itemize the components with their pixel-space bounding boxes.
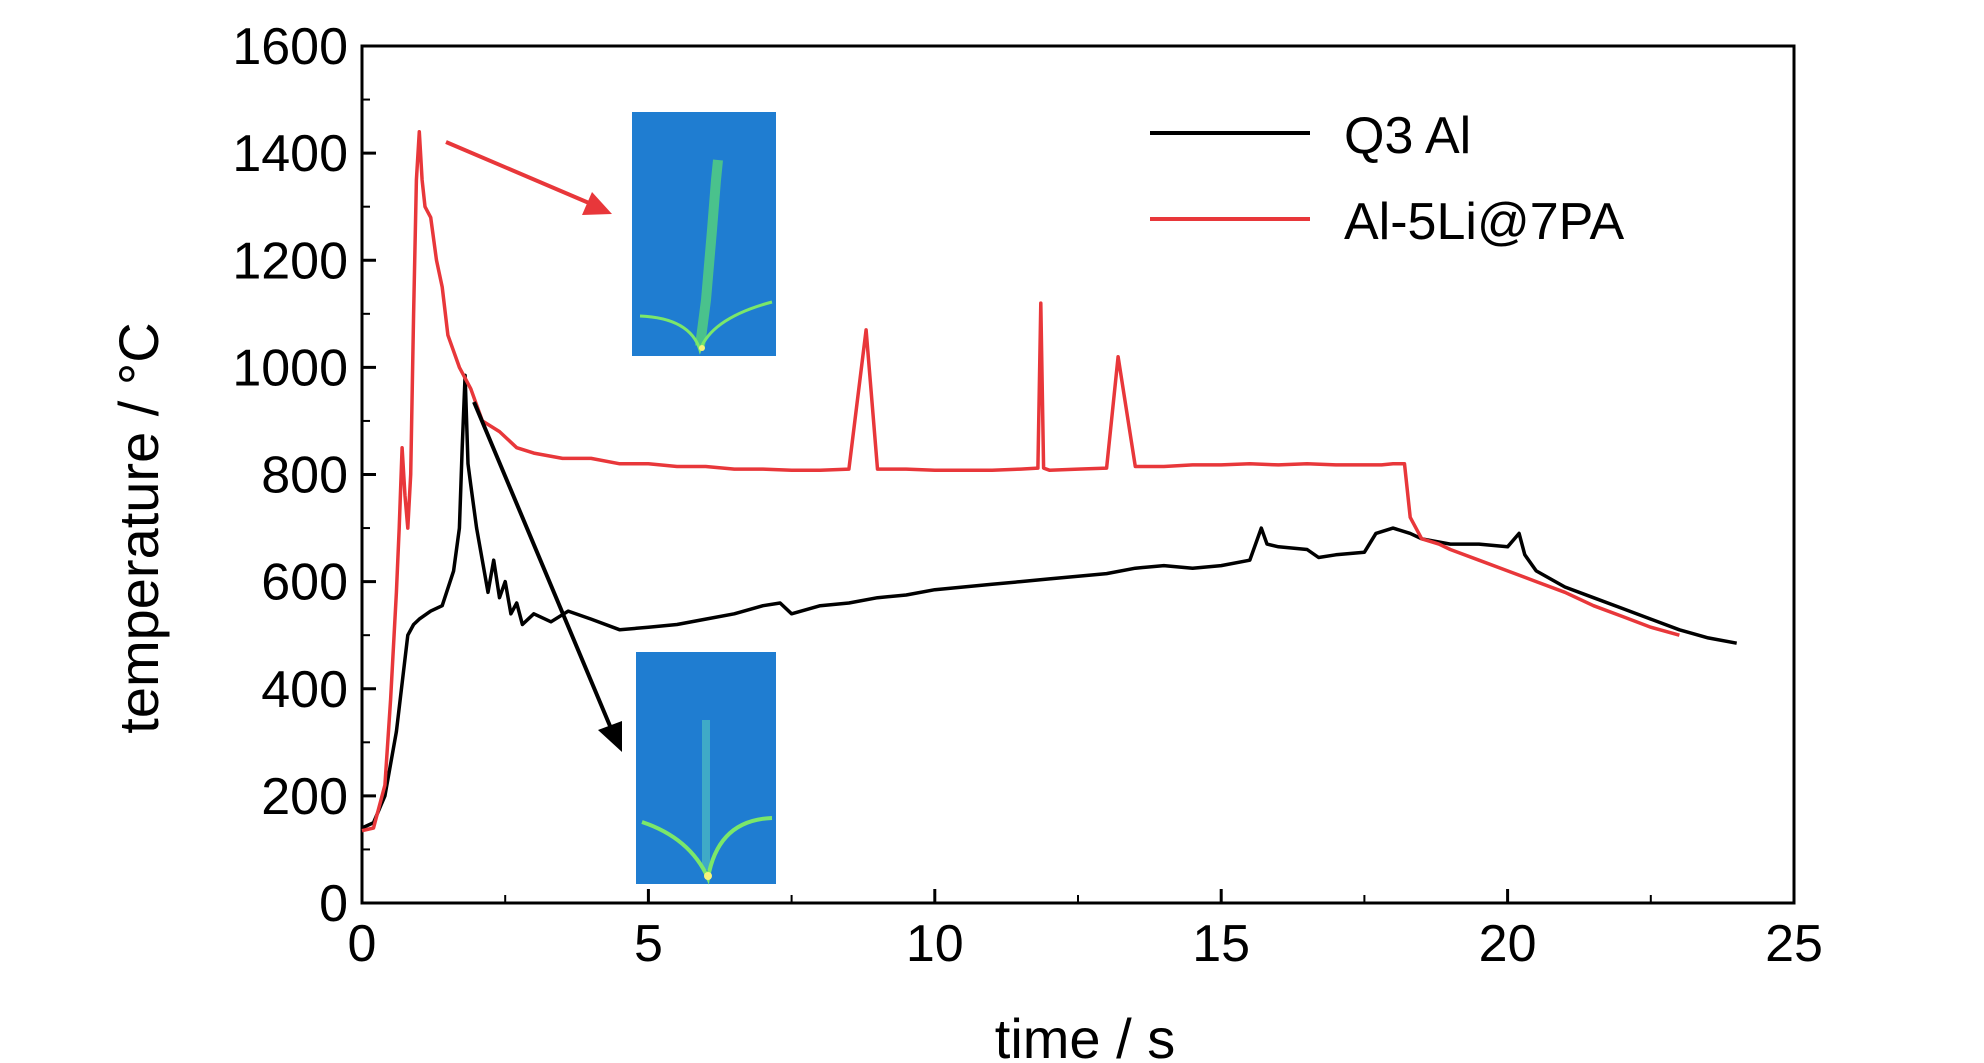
legend-label-q3-al: Q3 Al: [1344, 107, 1471, 165]
axes: 0 5 10 15 20 25 0 200 400 600 800 1000 1200 1400 1600: [232, 18, 1823, 973]
y-tick-label: 0: [319, 875, 348, 933]
x-tick-label: 0: [348, 915, 377, 973]
y-tick-label: 1600: [232, 18, 348, 76]
x-tick-label: 25: [1765, 915, 1823, 973]
red-arrow: [445, 140, 612, 215]
black-arrow: [472, 401, 622, 752]
x-tick-label: 20: [1479, 915, 1537, 973]
inset-image-top: [632, 112, 776, 356]
x-axis-title: time / s: [995, 1007, 1175, 1063]
x-tick-label: 15: [1192, 915, 1250, 973]
inset-image-bottom: [636, 652, 776, 885]
legend-item-al-5li: Al-5Li@7PA: [1150, 193, 1624, 251]
y-tick-label: 800: [261, 447, 348, 505]
y-tick-label: 200: [261, 768, 348, 826]
plot-lines: [361, 129, 1738, 833]
y-tick-label: 1400: [232, 125, 348, 183]
y-axis-title: temperature / °C: [107, 322, 170, 733]
y-tick-label: 1000: [232, 339, 348, 397]
series-line-1: [361, 129, 1680, 833]
y-tick-label: 400: [261, 661, 348, 719]
x-tick-label: 10: [906, 915, 964, 973]
legend-label-al-5li: Al-5Li@7PA: [1344, 193, 1624, 251]
y-tick-label: 600: [261, 554, 348, 612]
x-tick-label: 5: [634, 915, 663, 973]
series-line-0: [361, 373, 1738, 830]
legend: Q3 Al Al-5Li@7PA: [1150, 100, 1694, 270]
legend-item-q3-al: Q3 Al: [1150, 107, 1471, 165]
y-tick-label: 1200: [232, 232, 348, 290]
